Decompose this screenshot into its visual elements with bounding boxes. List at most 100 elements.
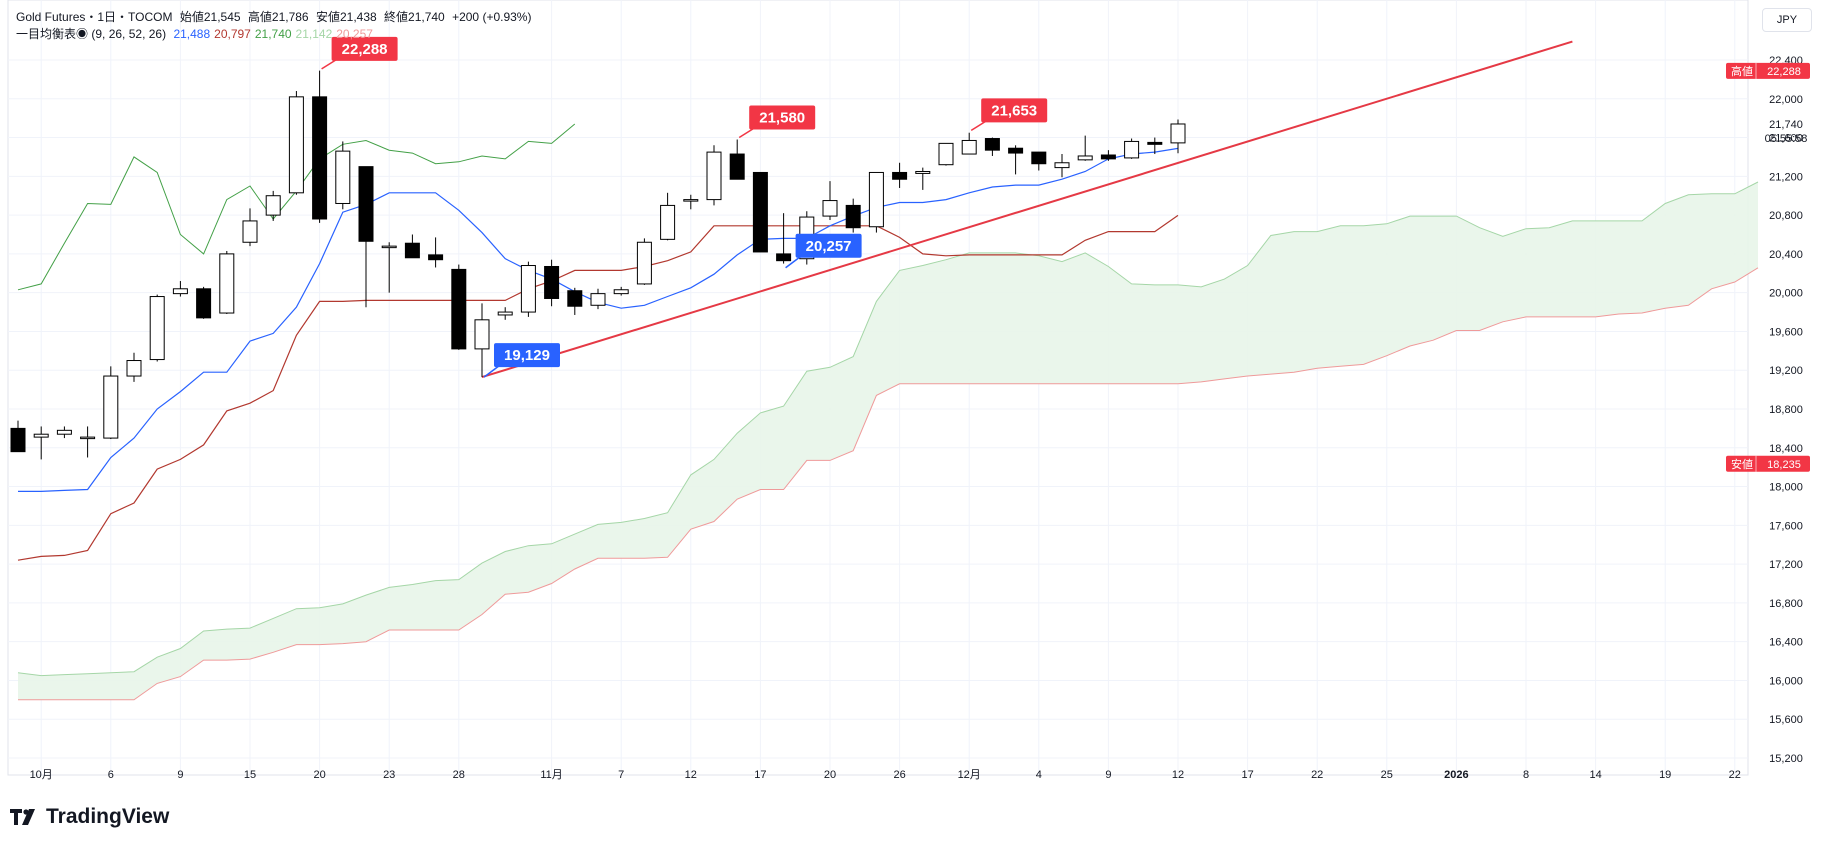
y-tick-label: 17,600 — [1769, 520, 1803, 532]
candle-body — [938, 142, 954, 166]
brand-name: TradingView — [46, 805, 170, 828]
plot-frame — [7, 0, 1749, 776]
x-tick-label: 17 — [754, 769, 766, 781]
candle-body — [1054, 162, 1070, 169]
low-callout: 20,257 — [785, 233, 862, 269]
y-tick-label: 21,600 — [1769, 133, 1803, 145]
callout-label: 22,288 — [342, 41, 388, 58]
candle — [1077, 135, 1093, 161]
candle-body — [1008, 147, 1024, 154]
candle-body — [497, 311, 513, 316]
candle-body — [1170, 123, 1186, 144]
candle-body — [381, 245, 397, 249]
axis-badge-bg — [1726, 455, 1810, 472]
candle-body — [288, 96, 304, 194]
x-tick-label: 22 — [1311, 769, 1323, 781]
candle — [1147, 137, 1163, 155]
indicator-value: 20,797 — [214, 27, 251, 41]
symbol-name: Gold Futures・1日・TOCOM — [16, 10, 173, 24]
indicator-params: (9, 26, 52, 26) — [91, 27, 167, 41]
candle — [33, 426, 49, 460]
y-tick-label: 15,200 — [1769, 753, 1803, 765]
candle — [1031, 151, 1047, 171]
low-value: 21,438 — [339, 10, 377, 24]
candle-body — [312, 96, 328, 220]
candle — [636, 238, 652, 285]
candle-body — [474, 319, 490, 350]
y-tick-label: 21,200 — [1769, 171, 1803, 183]
x-tick-label: 9 — [177, 769, 183, 781]
candle — [10, 420, 26, 453]
y-tick-label: 18,800 — [1769, 404, 1803, 416]
candle — [845, 198, 861, 233]
candle — [729, 139, 745, 180]
x-tick-label: 7 — [618, 769, 624, 781]
callout-box — [981, 98, 1048, 123]
candle — [590, 288, 606, 310]
candle — [381, 242, 397, 293]
indicator-legend[interactable]: 一目均衡表◉ (9, 26, 52, 26) 21,488 20,797 21,74… — [16, 25, 381, 42]
candle-body — [636, 241, 652, 285]
indicator-value: 21,740 — [254, 27, 292, 41]
candle-body — [984, 138, 1000, 151]
candle — [56, 426, 72, 439]
candle — [242, 208, 258, 247]
callout-label: 20,257 — [806, 238, 852, 255]
candle — [103, 366, 119, 440]
candle — [915, 167, 931, 190]
axis-badge-value: 22,288 — [1767, 66, 1801, 78]
callout-box — [331, 36, 398, 61]
candle-body — [196, 288, 212, 319]
candle-body — [1077, 155, 1093, 161]
x-tick-label: 11月 — [540, 769, 562, 781]
candle — [1008, 145, 1024, 175]
candle-body — [10, 427, 26, 453]
callout-box — [749, 105, 816, 130]
trendline — [481, 40, 1573, 379]
candle — [451, 264, 467, 350]
candle — [706, 145, 722, 206]
x-tick-label: 23 — [383, 769, 395, 781]
tradingview-logo[interactable]: TradingView — [10, 805, 169, 829]
candle-body — [868, 171, 884, 228]
candle — [520, 261, 536, 317]
high-label: 高値 — [247, 10, 272, 24]
candle-body — [776, 253, 792, 262]
high-callout: 21,580 — [738, 105, 816, 139]
candle — [613, 286, 629, 296]
y-tick-label: 20,800 — [1769, 210, 1803, 222]
candle-body — [103, 375, 119, 439]
senkou-b-line — [18, 267, 1759, 701]
candle — [428, 237, 444, 268]
low-label: 安値 — [315, 10, 340, 24]
candle — [126, 352, 142, 382]
open-label: 始値 — [179, 10, 204, 24]
candle — [474, 303, 490, 378]
candle-body — [33, 433, 49, 438]
x-tick-label: 17 — [1241, 769, 1253, 781]
candle-body — [219, 253, 235, 314]
callout-label: 19,129 — [504, 347, 550, 364]
x-tick-label: 28 — [453, 769, 465, 781]
x-tick-label: 26 — [893, 769, 905, 781]
candle-body — [172, 288, 188, 295]
axis-badge: 安値 18,235 — [1726, 455, 1810, 472]
candle — [265, 190, 281, 221]
indicator-name: 一目均衡表 — [16, 27, 77, 41]
eye-icon[interactable]: ◉ — [76, 27, 89, 41]
axis-badge-prefix: 安値 — [1731, 457, 1753, 471]
candle-body — [56, 429, 72, 435]
y-tick-label: 17,200 — [1769, 559, 1803, 571]
candle — [1054, 154, 1070, 178]
currency-button[interactable]: JPY — [1762, 8, 1812, 32]
axis-badge-bg — [1726, 62, 1810, 79]
candle-body — [892, 171, 908, 180]
candle — [404, 234, 420, 259]
high-callout: 22,288 — [321, 36, 398, 70]
candle — [1124, 138, 1140, 159]
close-label: 終値 — [384, 10, 409, 24]
y-tick-label: 16,400 — [1769, 637, 1803, 649]
candle — [335, 141, 351, 210]
y-tick-label: 16,800 — [1769, 598, 1803, 610]
